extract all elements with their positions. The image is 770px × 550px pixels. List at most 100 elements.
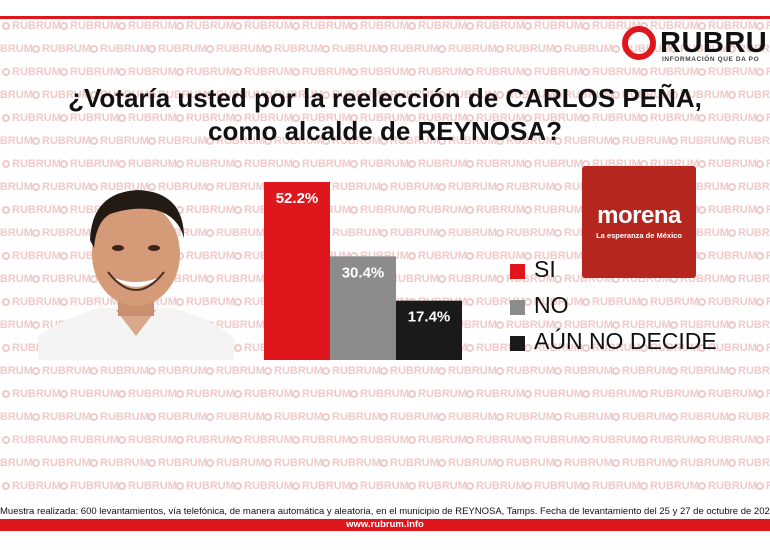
watermark-logo-icon <box>582 344 590 352</box>
watermark-logo-icon <box>90 183 98 191</box>
watermark-logo-icon <box>582 114 590 122</box>
watermark-label: RUBRUM <box>360 204 409 216</box>
watermark-text: RUBRUM <box>148 43 207 55</box>
watermark-text: RUBRUM <box>728 89 770 101</box>
watermark-text: RUBRUM <box>438 457 497 469</box>
watermark-logo-icon <box>756 160 764 168</box>
watermark-logo-icon <box>380 137 388 145</box>
watermark-label: RUBRUM <box>506 227 555 239</box>
watermark-label: RUBRUM <box>332 89 381 101</box>
watermark-label: RUBRUM <box>418 388 467 400</box>
watermark-text: RUBRUM <box>698 296 757 308</box>
watermark-label: RUBRUM <box>302 434 351 446</box>
watermark-text: RUBRUM <box>90 457 149 469</box>
watermark-logo-icon <box>292 114 300 122</box>
watermark-logo-icon <box>292 160 300 168</box>
watermark-logo-icon <box>728 91 736 99</box>
watermark-label: RUBRUM <box>302 20 351 32</box>
watermark-logo-icon <box>756 114 764 122</box>
watermark-logo-icon <box>408 68 416 76</box>
watermark-label: RUBRUM <box>216 365 265 377</box>
watermark-logo-icon <box>176 482 184 490</box>
watermark-text: RUBRUM <box>292 66 351 78</box>
watermark-label: RUBRUM <box>128 388 177 400</box>
watermark-label: RUBRUM <box>766 342 770 354</box>
watermark-text: RUBRUM <box>524 250 583 262</box>
watermark-text: RUBRUM <box>292 388 351 400</box>
watermark-text: RUBRUM <box>756 434 770 446</box>
watermark-text: RUBRUM <box>350 480 409 492</box>
logo-ring-icon <box>622 26 656 60</box>
watermark-label: RUBRUM <box>448 89 497 101</box>
watermark-label: RUBRUM <box>448 457 497 469</box>
watermark-text: RUBRUM <box>148 457 207 469</box>
watermark-logo-icon <box>496 45 504 53</box>
watermark-logo-icon <box>292 436 300 444</box>
watermark-text: RUBRUM <box>0 319 33 331</box>
watermark-label: RUBRUM <box>534 204 583 216</box>
watermark-text: RUBRUM <box>612 457 671 469</box>
watermark-text: RUBRUM <box>408 66 467 78</box>
watermark-label: RUBRUM <box>244 480 293 492</box>
watermark-text: RUBRUM <box>728 135 770 147</box>
watermark-label: RUBRUM <box>100 135 149 147</box>
watermark-label: RUBRUM <box>12 20 61 32</box>
watermark-label: RUBRUM <box>216 319 265 331</box>
watermark-logo-icon <box>234 160 242 168</box>
watermark-text: RUBRUM <box>380 365 439 377</box>
watermark-logo-icon <box>670 321 678 329</box>
watermark-text: RUBRUM <box>2 434 61 446</box>
watermark-logo-icon <box>554 229 562 237</box>
watermark-label: RUBRUM <box>302 480 351 492</box>
watermark-label: RUBRUM <box>274 457 323 469</box>
watermark-logo-icon <box>350 114 358 122</box>
watermark-logo-icon <box>554 367 562 375</box>
watermark-logo-icon <box>2 114 10 122</box>
legend-label: NO <box>534 292 569 318</box>
watermark-logo-icon <box>728 413 736 421</box>
watermark-text: RUBRUM <box>148 365 207 377</box>
watermark-text: RUBRUM <box>60 112 119 124</box>
watermark-logo-icon <box>350 436 358 444</box>
watermark-label: RUBRUM <box>70 480 119 492</box>
watermark-text: RUBRUM <box>756 112 770 124</box>
watermark-logo-icon <box>322 137 330 145</box>
watermark-logo-icon <box>118 22 126 30</box>
chart-title-line-1: ¿Votaría usted por la reelección de CARL… <box>68 83 702 113</box>
watermark-label: RUBRUM <box>448 135 497 147</box>
watermark-text: RUBRUM <box>0 181 33 193</box>
watermark-text: RUBRUM <box>206 365 265 377</box>
watermark-label: RUBRUM <box>390 135 439 147</box>
watermark-logo-icon <box>640 114 648 122</box>
watermark-label: RUBRUM <box>534 480 583 492</box>
watermark-label: RUBRUM <box>766 66 770 78</box>
watermark-logo-icon <box>264 45 272 53</box>
watermark-label: RUBRUM <box>708 480 757 492</box>
watermark-label: RUBRUM <box>738 135 770 147</box>
watermark-text: RUBRUM <box>2 112 61 124</box>
watermark-logo-icon <box>670 413 678 421</box>
watermark-text: RUBRUM <box>612 411 671 423</box>
watermark-logo-icon <box>466 22 474 30</box>
party-name: morena <box>597 202 681 229</box>
watermark-text: RUBRUM <box>554 43 613 55</box>
watermark-logo-icon <box>582 298 590 306</box>
watermark-text: RUBRUM <box>728 43 770 55</box>
watermark-label: RUBRUM <box>158 365 207 377</box>
watermark-text: RUBRUM <box>466 480 525 492</box>
watermark-text: RUBRUM <box>148 89 207 101</box>
watermark-text: RUBRUM <box>292 480 351 492</box>
watermark-logo-icon <box>60 252 68 260</box>
watermark-logo-icon <box>496 413 504 421</box>
watermark-label: RUBRUM <box>332 43 381 55</box>
watermark-label: RUBRUM <box>244 388 293 400</box>
watermark-label: RUBRUM <box>738 319 770 331</box>
watermark-logo-icon <box>292 68 300 76</box>
watermark-logo-icon <box>728 321 736 329</box>
watermark-text: RUBRUM <box>322 411 381 423</box>
watermark-text: RUBRUM <box>582 480 641 492</box>
watermark-text: RUBRUM <box>206 181 265 193</box>
watermark-text: RUBRUM <box>612 365 671 377</box>
watermark-text: RUBRUM <box>2 480 61 492</box>
watermark-logo-icon <box>438 137 446 145</box>
